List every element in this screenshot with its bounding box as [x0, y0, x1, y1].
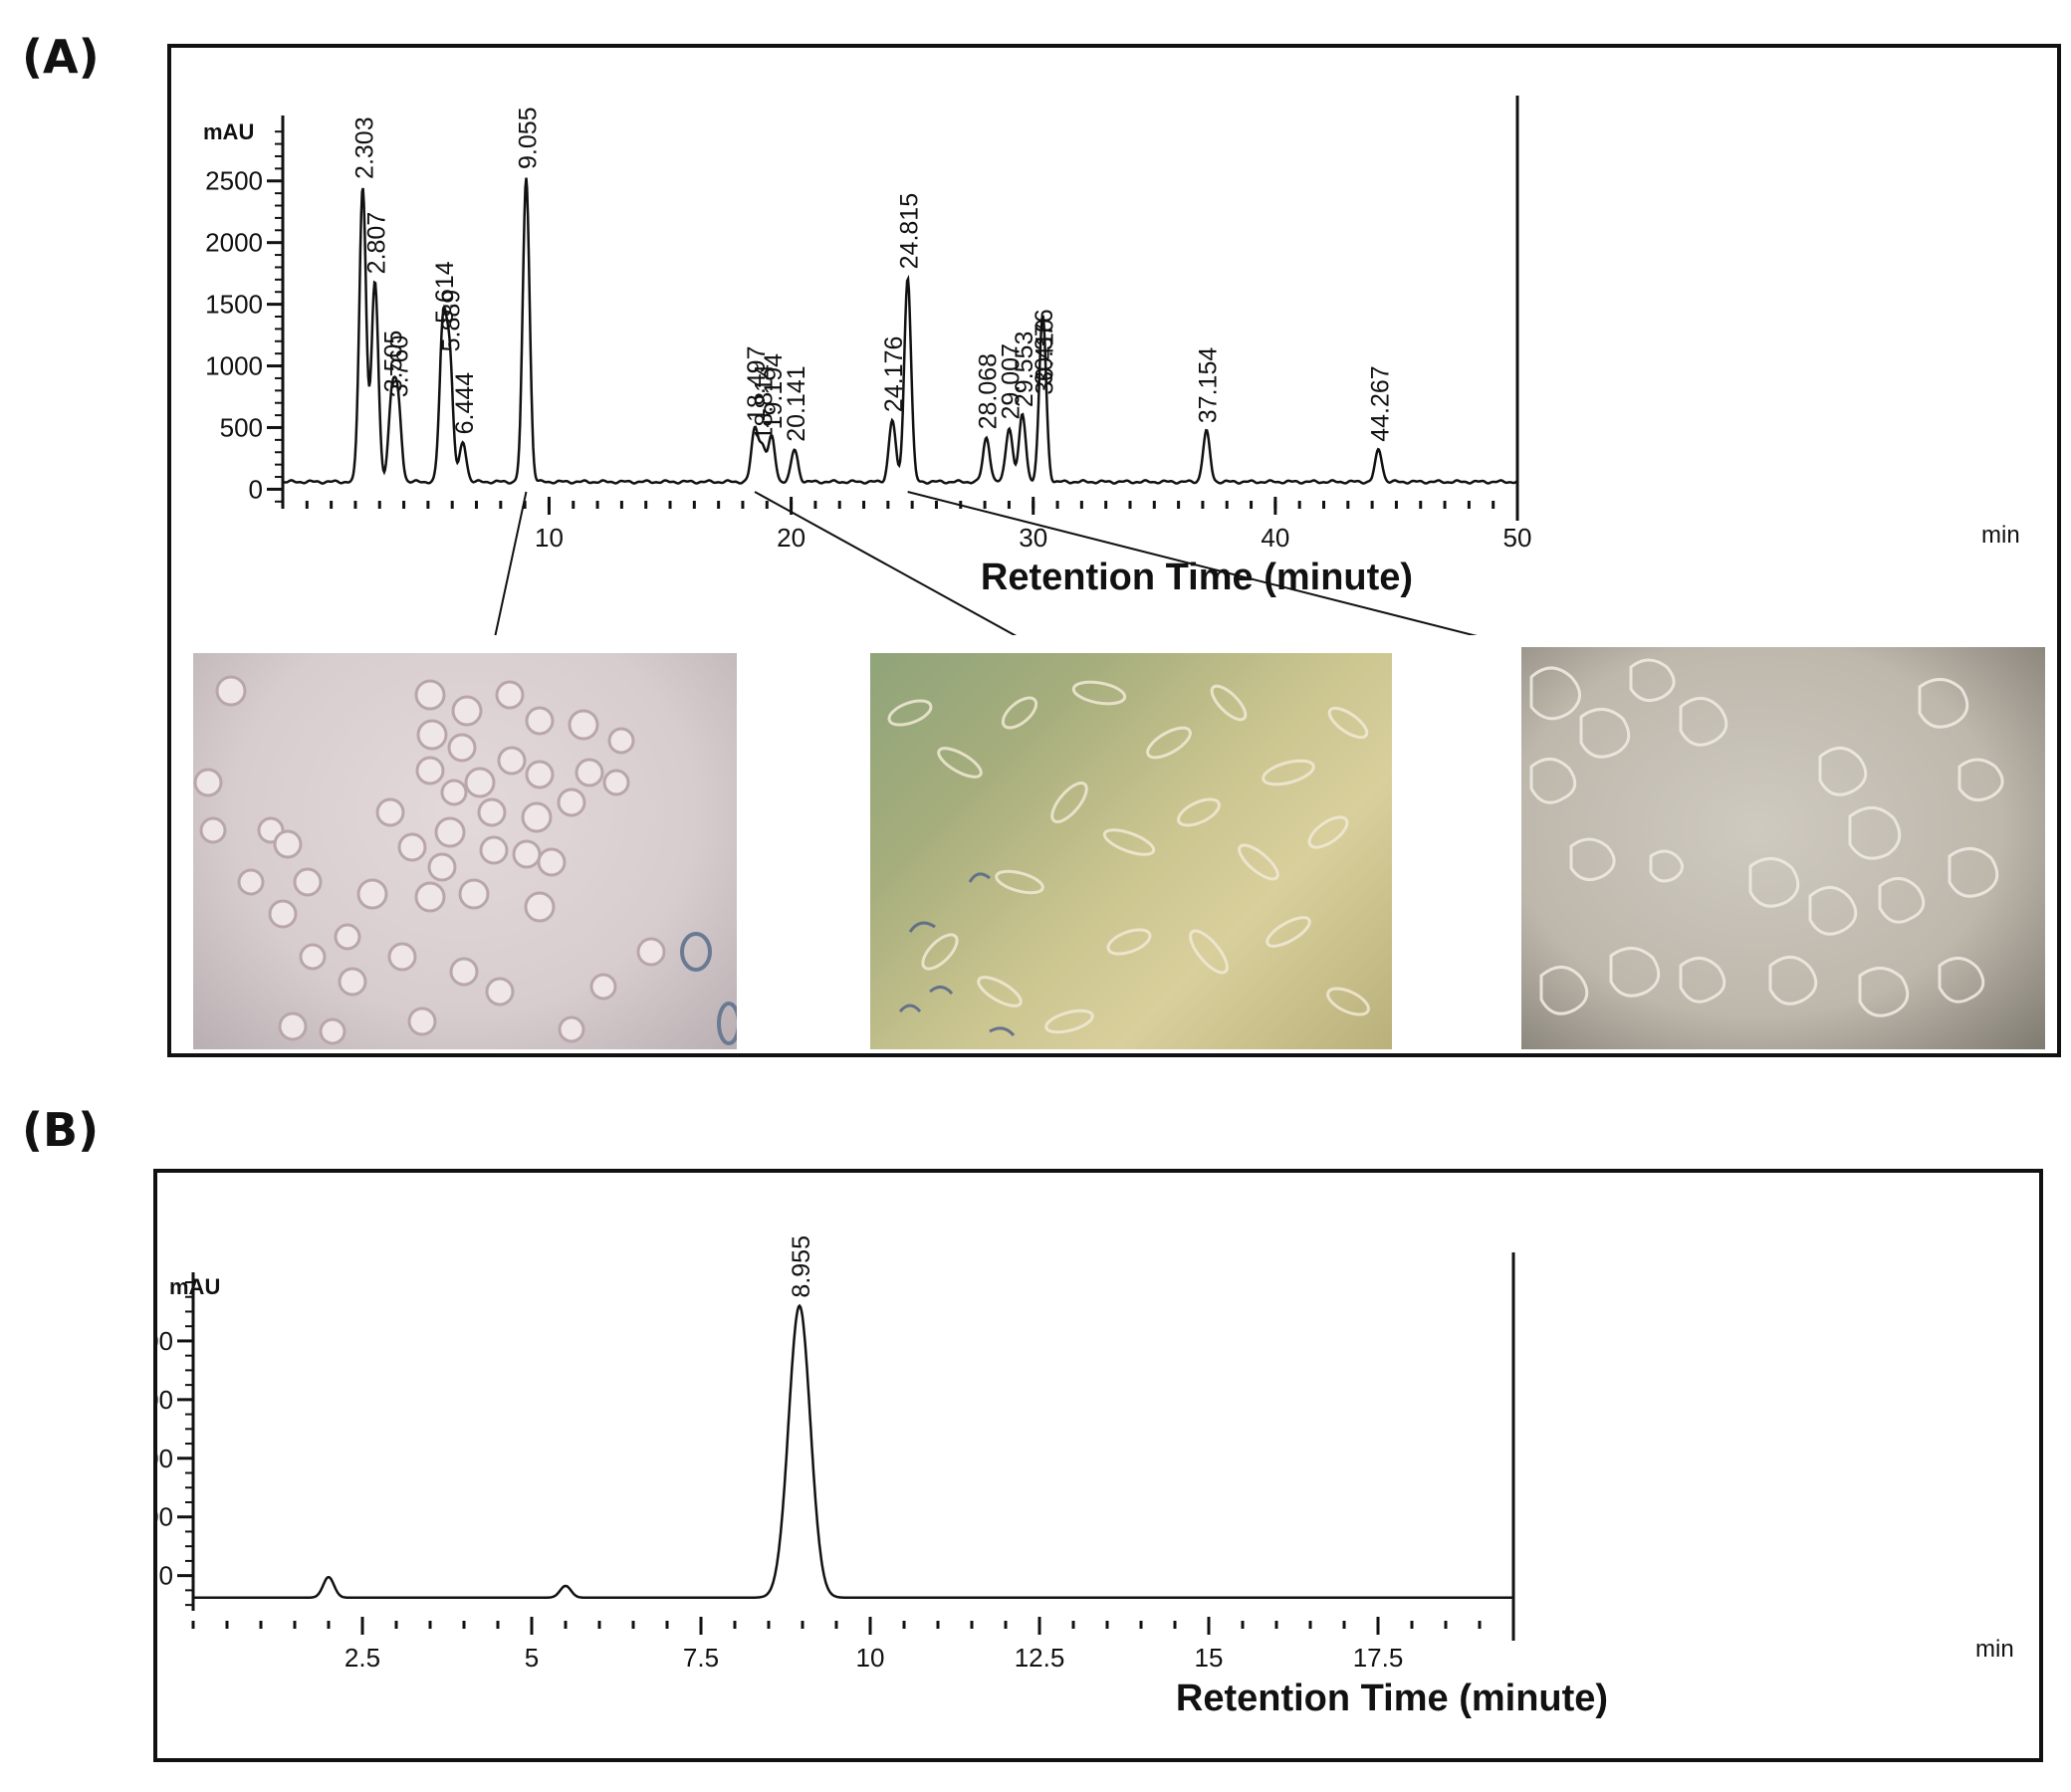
y-tick-label: 2000 — [205, 228, 263, 258]
micrograph-spindle-cells — [870, 653, 1392, 1049]
y-tick-label: 1500 — [205, 290, 263, 320]
peak-label: 44.267 — [1367, 365, 1395, 441]
peak-label: 8.955 — [788, 1235, 815, 1298]
x-unit-b: min — [1975, 1636, 2014, 1663]
peak-label: 20.141 — [783, 365, 810, 441]
peak-label: 2.807 — [363, 212, 391, 275]
x-tick-label: 7.5 — [683, 1643, 719, 1673]
panel-b-chromatogram: mAU min Retention Time (minute) 0 200 400 6… — [157, 1235, 2014, 1719]
y-tick-label: 0 — [249, 474, 263, 504]
y-unit-b: mAU — [169, 1274, 220, 1299]
peak-label: 30.376 — [1031, 309, 1058, 384]
y-tick-label: 1000 — [205, 351, 263, 381]
panel-b-label: (B) — [22, 1103, 100, 1157]
micrograph-round-cells — [193, 653, 737, 1049]
x-tick-label: 10 — [535, 523, 564, 553]
x-axis-label-b: Retention Time (minute) — [1176, 1678, 1608, 1719]
panel-a-axes: 0 500 1000 1500 2000 2500 10 20 30 40 50 — [205, 96, 1531, 553]
panel-b-peak-labels: 8.955 — [788, 1235, 815, 1298]
panel-a-trace — [283, 177, 1518, 485]
micrograph-clustered-cells — [1521, 647, 2045, 1049]
peak-label: 37.154 — [1195, 347, 1223, 424]
x-tick-label: 12.5 — [1015, 1643, 1065, 1673]
panel-b-axes: 0 200 400 600 800 2.5 5 7.5 10 12.5 15 17.5 — [157, 1252, 1515, 1673]
x-tick-label: 17.5 — [1353, 1643, 1404, 1673]
peak-label: 24.176 — [880, 336, 908, 412]
chromatogram-trace — [193, 1303, 1513, 1599]
x-axis-label-a: Retention Time (minute) — [981, 557, 1413, 598]
y-unit-a: mAU — [203, 119, 254, 144]
y-tick-label: 600 — [157, 1385, 173, 1415]
y-tick-label: 2500 — [205, 166, 263, 196]
chromatogram-trace — [283, 177, 1518, 485]
peak-label: 18.497 — [743, 345, 771, 421]
y-tick-label: 200 — [157, 1502, 173, 1532]
peak-label: 9.055 — [514, 107, 542, 169]
peak-label: 24.815 — [896, 193, 924, 269]
panel-a-frame: mAU min Retention Time (minute) 0 500 1000… — [167, 44, 2061, 1057]
y-tick-label: 0 — [159, 1561, 173, 1591]
x-unit-a: min — [1981, 522, 2020, 549]
peak-label: 19.194 — [760, 353, 788, 430]
x-tick-label: 5 — [525, 1643, 539, 1673]
x-tick-label: 20 — [777, 523, 805, 553]
x-tick-label: 2.5 — [345, 1643, 380, 1673]
annotation-arrow — [494, 491, 528, 635]
panel-b-trace — [193, 1303, 1513, 1599]
peak-label: 5.614 — [431, 261, 459, 324]
x-tick-label: 50 — [1503, 523, 1532, 553]
panel-a-arrows — [494, 491, 1478, 635]
y-tick-label: 400 — [157, 1444, 173, 1473]
peak-label: 30.410 — [1032, 319, 1059, 394]
y-tick-label: 500 — [220, 412, 263, 442]
peak-label: 18.814 — [751, 364, 779, 441]
panel-a-chromatogram: mAU min Retention Time (minute) 0 500 1000… — [203, 96, 2020, 635]
peak-label: 5.889 — [437, 290, 465, 352]
panel-a-label: (A) — [22, 30, 100, 84]
peak-label: 29.553 — [1011, 332, 1038, 407]
peak-label: 3.760 — [386, 336, 414, 398]
peak-label: 28.068 — [975, 353, 1003, 429]
x-tick-label: 10 — [856, 1643, 885, 1673]
peak-label: 29.007 — [998, 343, 1026, 419]
panel-b-frame: mAU min Retention Time (minute) 0 200 400 6… — [153, 1169, 2043, 1762]
annotation-arrow — [754, 491, 1018, 635]
annotation-arrow — [907, 491, 1478, 635]
x-tick-label: 30 — [1019, 523, 1047, 553]
peak-label: 6.444 — [451, 372, 479, 435]
x-tick-label: 15 — [1195, 1643, 1224, 1673]
peak-label: 2.303 — [350, 116, 378, 179]
x-tick-label: 40 — [1261, 523, 1289, 553]
y-tick-label: 800 — [157, 1326, 173, 1356]
peak-label: 3.505 — [380, 331, 408, 393]
